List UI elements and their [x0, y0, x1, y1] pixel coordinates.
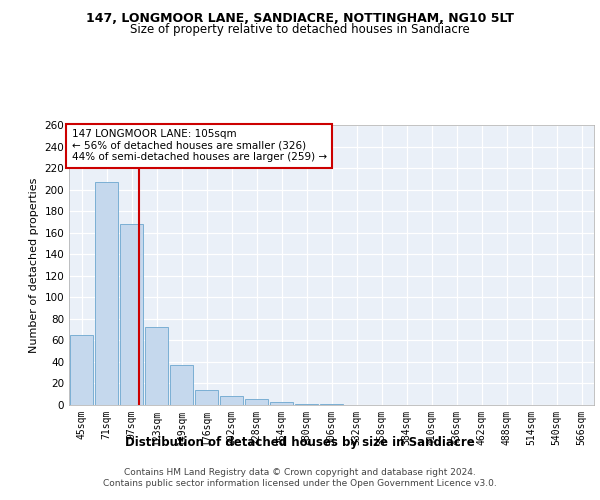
Bar	[320, 404, 343, 405]
Text: Contains HM Land Registry data © Crown copyright and database right 2024.: Contains HM Land Registry data © Crown c…	[124, 468, 476, 477]
Bar	[70, 335, 94, 405]
Text: Distribution of detached houses by size in Sandiacre: Distribution of detached houses by size …	[125, 436, 475, 449]
Bar	[145, 328, 169, 405]
Text: Size of property relative to detached houses in Sandiacre: Size of property relative to detached ho…	[130, 24, 470, 36]
Text: 147, LONGMOOR LANE, SANDIACRE, NOTTINGHAM, NG10 5LT: 147, LONGMOOR LANE, SANDIACRE, NOTTINGHA…	[86, 12, 514, 26]
Bar	[269, 402, 293, 405]
Text: 147 LONGMOOR LANE: 105sqm
← 56% of detached houses are smaller (326)
44% of semi: 147 LONGMOOR LANE: 105sqm ← 56% of detac…	[71, 129, 327, 162]
Text: Contains public sector information licensed under the Open Government Licence v3: Contains public sector information licen…	[103, 480, 497, 488]
Y-axis label: Number of detached properties: Number of detached properties	[29, 178, 39, 352]
Bar	[295, 404, 319, 405]
Bar	[220, 396, 244, 405]
Bar	[170, 365, 193, 405]
Bar	[194, 390, 218, 405]
Bar	[119, 224, 143, 405]
Bar	[245, 398, 268, 405]
Bar	[95, 182, 118, 405]
